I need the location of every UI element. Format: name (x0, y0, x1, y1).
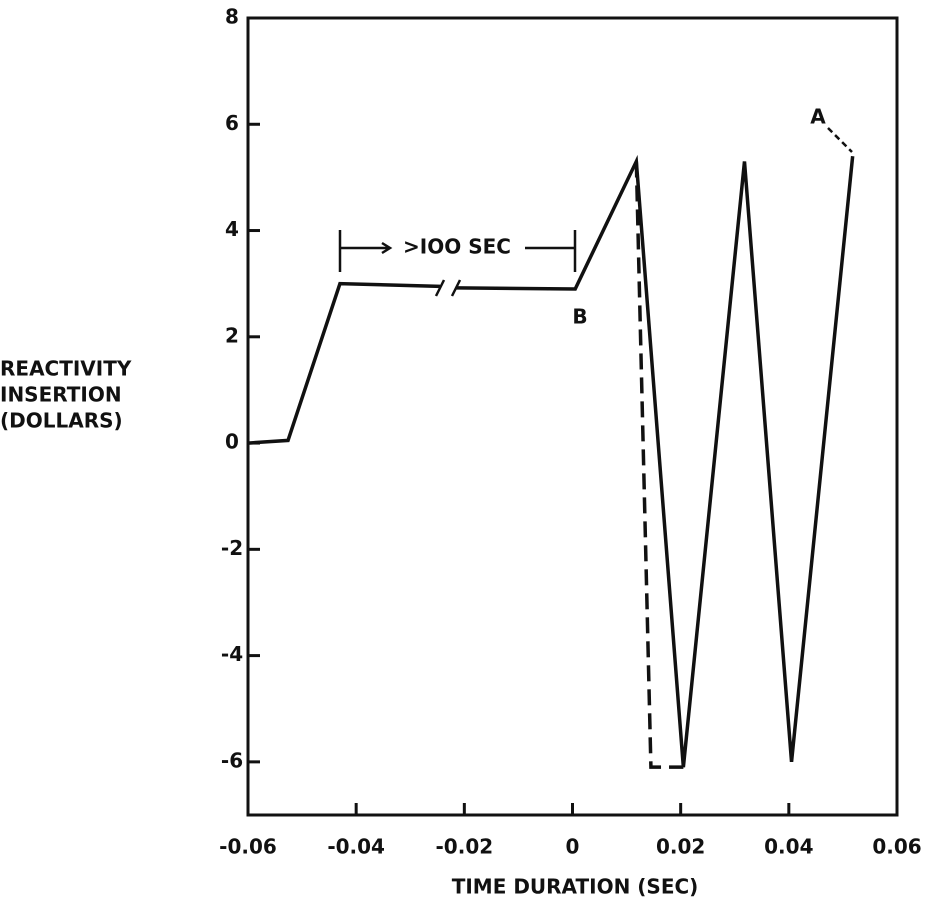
y-tick-label: -2 (221, 536, 243, 560)
annotation: >IOO SEC (403, 235, 511, 259)
x-tick-label: 0.06 (872, 835, 921, 859)
annotation: A (810, 105, 826, 129)
y-tick-label: 0 (225, 430, 239, 454)
y-tick-label: -6 (221, 748, 243, 772)
y-tick-label: 8 (225, 5, 239, 29)
x-tick-label: 0.02 (656, 835, 705, 859)
bracket (338, 127, 853, 297)
x-axis-label: TIME DURATION (SEC) (452, 875, 699, 899)
y-tick-label: 6 (225, 111, 239, 135)
data-line (247, 154, 855, 768)
y-tick-label: -4 (221, 642, 243, 666)
data-line (634, 161, 684, 769)
x-tick-label: -0.02 (436, 835, 494, 859)
y-axis-label: REACTIVITY (0, 357, 132, 381)
y-tick-label: 4 (225, 217, 239, 241)
x-tick-label: -0.04 (327, 835, 385, 859)
y-axis-label: INSERTION (0, 383, 122, 407)
x-tick-label: -0.06 (219, 835, 277, 859)
y-tick-label: 2 (225, 323, 239, 347)
annotation: B (572, 305, 587, 329)
x-tick-label: 0.04 (764, 835, 813, 859)
x-tick-label: 0 (566, 835, 580, 859)
y-axis-label: (DOLLARS) (0, 409, 123, 433)
